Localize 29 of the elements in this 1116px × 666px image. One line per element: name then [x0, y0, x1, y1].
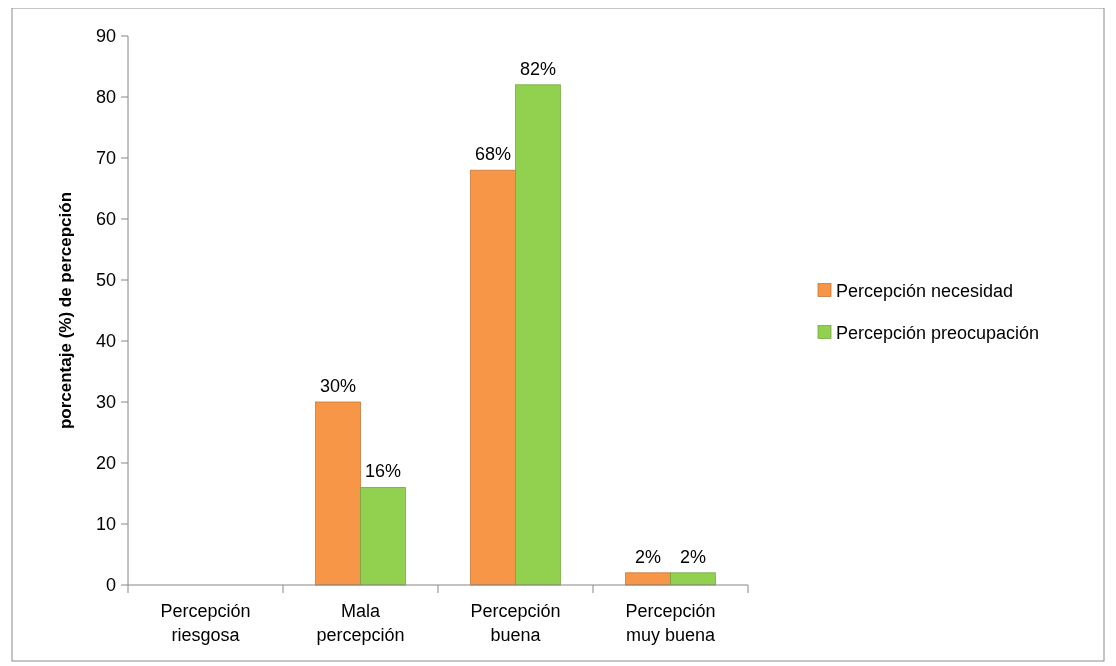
y-tick-label: 0	[105, 575, 116, 596]
x-tick-label: Percepción muy buena	[625, 601, 717, 645]
data-label: 68%	[475, 144, 512, 165]
y-tick-label: 50	[95, 270, 116, 291]
y-tick-label: 30	[95, 392, 116, 413]
data-label: 2%	[635, 546, 662, 567]
y-tick-label: 20	[95, 453, 116, 474]
bar	[515, 84, 561, 586]
data-label: 30%	[320, 376, 357, 396]
x-tick-label: Percepción riesgosa	[160, 601, 251, 645]
x-tick-label: Percepción buena	[470, 601, 561, 645]
bar	[315, 401, 361, 586]
y-tick-label: 80	[95, 87, 116, 108]
data-label: 82%	[519, 58, 556, 79]
y-tick-label: 10	[95, 514, 116, 535]
bar	[625, 572, 671, 586]
y-tick-label: 90	[95, 26, 116, 47]
y-axis-title: porcentaje (%) de percepción	[56, 191, 75, 430]
legend-label: Percepción necesidad	[836, 280, 1014, 301]
legend-label: Percepción preocupación	[836, 322, 1040, 343]
bar	[470, 169, 516, 586]
bar	[360, 487, 406, 586]
y-tick-label: 40	[95, 331, 116, 352]
data-label: 2%	[679, 546, 706, 567]
x-tick-label: Mala percepción	[316, 601, 405, 645]
data-label: 16%	[364, 461, 401, 482]
bar	[670, 572, 716, 586]
y-tick-label: 70	[95, 148, 116, 169]
y-tick-label: 60	[95, 209, 116, 230]
